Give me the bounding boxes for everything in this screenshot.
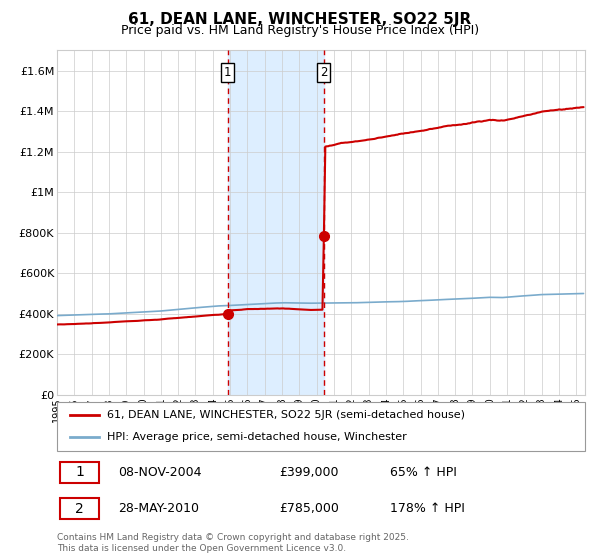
Text: 61, DEAN LANE, WINCHESTER, SO22 5JR (semi-detached house): 61, DEAN LANE, WINCHESTER, SO22 5JR (sem… (107, 410, 465, 420)
Text: 1: 1 (75, 465, 84, 479)
FancyBboxPatch shape (59, 498, 99, 519)
Text: Contains HM Land Registry data © Crown copyright and database right 2025.
This d: Contains HM Land Registry data © Crown c… (57, 533, 409, 553)
Text: 2: 2 (75, 502, 84, 516)
FancyBboxPatch shape (57, 402, 585, 451)
Text: 28-MAY-2010: 28-MAY-2010 (118, 502, 199, 515)
Text: HPI: Average price, semi-detached house, Winchester: HPI: Average price, semi-detached house,… (107, 432, 407, 442)
Text: £399,000: £399,000 (279, 466, 338, 479)
Text: 1: 1 (224, 66, 232, 80)
Text: 65% ↑ HPI: 65% ↑ HPI (389, 466, 457, 479)
Text: 08-NOV-2004: 08-NOV-2004 (118, 466, 201, 479)
Text: Price paid vs. HM Land Registry's House Price Index (HPI): Price paid vs. HM Land Registry's House … (121, 24, 479, 37)
Text: £785,000: £785,000 (279, 502, 338, 515)
Text: 178% ↑ HPI: 178% ↑ HPI (389, 502, 464, 515)
Bar (227, 50, 324, 395)
Text: 2: 2 (320, 66, 328, 80)
Text: 61, DEAN LANE, WINCHESTER, SO22 5JR: 61, DEAN LANE, WINCHESTER, SO22 5JR (128, 12, 472, 27)
FancyBboxPatch shape (59, 462, 99, 483)
